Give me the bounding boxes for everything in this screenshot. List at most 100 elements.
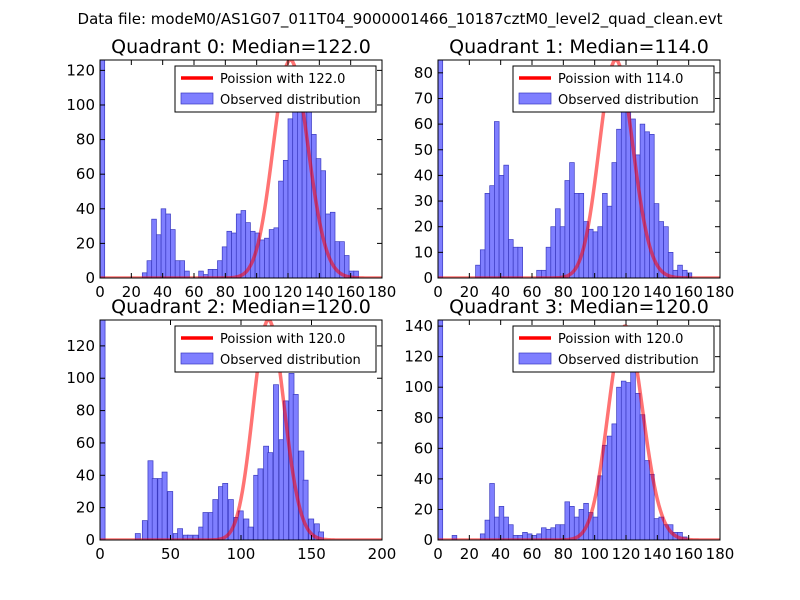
y-tick-label: 140 <box>404 317 433 335</box>
x-tick-label: 0 <box>95 283 105 301</box>
histogram-bar <box>489 483 495 540</box>
histogram-bar <box>479 249 486 278</box>
x-tick-label: 160 <box>674 545 703 563</box>
legend-label-poisson: Poission with 114.0 <box>558 72 683 87</box>
histogram-bar <box>606 435 613 540</box>
x-tick-label: 160 <box>674 283 703 301</box>
y-tick-label: 60 <box>414 115 433 133</box>
histogram-bar <box>292 394 299 540</box>
histogram-bar <box>297 101 303 278</box>
histogram-bar <box>555 524 561 540</box>
legend-label-observed: Observed distribution <box>220 353 361 368</box>
histogram-bar <box>202 512 209 540</box>
histogram-bar <box>134 533 141 540</box>
legend-swatch-observed <box>518 92 552 105</box>
histogram-bar <box>588 228 594 278</box>
histogram-bar <box>240 210 247 278</box>
histogram-bar <box>267 452 274 540</box>
histogram-bar <box>273 227 279 278</box>
y-tick-label: 100 <box>66 369 95 387</box>
y-tick-label: 30 <box>414 192 433 210</box>
x-tick-label: 100 <box>227 545 256 563</box>
histogram-bar <box>545 246 552 278</box>
histogram-bar <box>559 524 566 540</box>
legend: Poission with 114.0 Observed distribution <box>512 65 715 113</box>
chart-title: Quadrant 1: Median=114.0 <box>449 36 709 58</box>
histogram-bar <box>597 226 603 278</box>
y-tick-label: 80 <box>76 131 95 149</box>
histogram-bar <box>611 423 617 540</box>
histogram-bar <box>151 218 157 278</box>
y-tick-label: 100 <box>66 96 95 114</box>
y-tick-label: 120 <box>404 348 433 366</box>
y-tick-label: 0 <box>85 531 95 549</box>
axes-frame <box>437 319 721 541</box>
x-tick-label: 0 <box>433 283 443 301</box>
histogram-bar <box>438 60 444 278</box>
histogram-bar <box>257 468 264 540</box>
y-tick-label: 80 <box>76 402 95 420</box>
histogram-bar <box>616 128 622 278</box>
y-tick-label: 70 <box>414 89 433 107</box>
y-tick-label: 100 <box>404 378 433 396</box>
histogram-bar <box>475 264 481 278</box>
y-tick-label: 40 <box>414 470 433 488</box>
y-tick-label: 20 <box>414 500 433 518</box>
x-tick-label: 80 <box>554 545 573 563</box>
histogram-bar <box>353 270 359 278</box>
histogram-bar <box>100 60 106 278</box>
histogram-bar <box>503 164 509 278</box>
histogram-bar <box>639 414 646 540</box>
y-tick-label: 40 <box>76 466 95 484</box>
histogram-bar <box>498 506 505 540</box>
x-tick-label: 50 <box>161 545 180 563</box>
histogram-bar <box>141 520 148 540</box>
y-tick-label: 60 <box>76 165 95 183</box>
histogram-bar <box>273 384 279 540</box>
histogram-bar <box>222 483 229 540</box>
histogram-bar <box>221 246 228 278</box>
histogram-bar <box>564 501 570 540</box>
histogram-bars <box>100 60 359 278</box>
y-tick-label: 0 <box>423 531 433 549</box>
x-tick-label: 180 <box>706 545 735 563</box>
x-tick-label: 180 <box>368 283 397 301</box>
histogram-bar <box>512 246 519 278</box>
x-tick-label: 40 <box>491 283 510 301</box>
figure-title: Data file: modeM0/AS1G07_011T04_90000014… <box>78 10 723 29</box>
chart-panel-1: 0 20 40 60 80 100 120 140 160 180 0 10 20 30 40 50 60 70 8… <box>414 36 734 301</box>
histogram-bar <box>578 193 585 278</box>
legend-swatch-observed <box>518 352 552 365</box>
histogram-bar <box>569 162 575 278</box>
x-tick-label: 100 <box>242 283 271 301</box>
histogram-bar <box>564 180 570 278</box>
y-tick-label: 40 <box>76 200 95 218</box>
x-tick-label: 40 <box>153 283 172 301</box>
histogram-bar <box>231 232 237 278</box>
histogram-bar <box>306 87 312 278</box>
legend-label-observed: Observed distribution <box>220 93 361 108</box>
chart-panel-3: 0 20 40 60 80 100 120 140 160 1800204060801001201… <box>404 296 734 563</box>
legend-swatch-observed <box>180 352 214 365</box>
chart-title: Quadrant 0: Median=122.0 <box>111 36 371 58</box>
histogram-bar <box>179 260 185 278</box>
histogram-bar <box>287 118 294 278</box>
x-tick-label: 60 <box>522 545 541 563</box>
histogram-bar <box>282 159 289 278</box>
histogram-bar <box>517 246 523 278</box>
histogram-bar <box>494 516 500 540</box>
x-tick-label: 120 <box>612 545 641 563</box>
legend-swatch-observed <box>180 92 214 105</box>
histogram-bar <box>156 234 162 278</box>
chart-title: Quadrant 3: Median=120.0 <box>449 296 709 318</box>
chart-panel-0: 0 20 40 60 80 100 120 140 160 180020406080100120Q… <box>66 36 396 301</box>
histogram-bar <box>235 213 242 278</box>
x-tick-label: 100 <box>580 545 609 563</box>
y-tick-label: 20 <box>414 218 433 236</box>
poisson-curve <box>100 60 382 278</box>
x-tick-label: 20 <box>122 283 141 301</box>
x-tick-label: 0 <box>95 545 105 563</box>
histogram-bar <box>292 87 298 278</box>
legend-label-observed: Observed distribution <box>558 93 699 108</box>
